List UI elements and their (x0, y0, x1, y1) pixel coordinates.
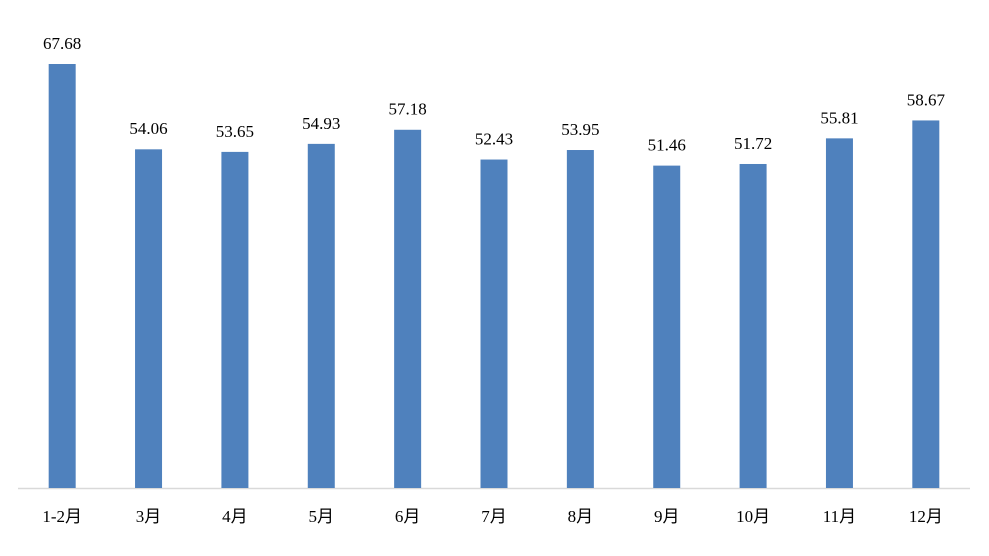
bar (653, 165, 681, 488)
value-label: 58.67 (907, 90, 946, 109)
bar (135, 149, 163, 489)
value-label: 52.43 (475, 129, 513, 148)
x-tick-label: 4月 (222, 507, 248, 526)
value-label: 53.95 (561, 120, 599, 139)
x-tick-label: 10月 (736, 507, 770, 526)
value-label: 67.68 (43, 34, 81, 53)
x-tick-label: 6月 (395, 507, 421, 526)
x-tick-label: 9月 (654, 507, 680, 526)
value-label: 55.81 (820, 108, 858, 127)
x-tick-label: 12月 (909, 507, 943, 526)
x-tick-label: 3月 (136, 507, 162, 526)
bar (48, 64, 76, 488)
value-label: 54.93 (302, 114, 340, 133)
bar (566, 150, 594, 488)
bar (480, 159, 508, 488)
bar (912, 120, 940, 489)
bar (394, 129, 422, 488)
value-label: 57.18 (389, 100, 427, 119)
bar (739, 163, 767, 488)
x-tick-label: 11月 (823, 507, 856, 526)
bar (825, 138, 853, 488)
value-label: 51.46 (648, 136, 686, 155)
bar (307, 143, 335, 488)
x-tick-label: 7月 (481, 507, 507, 526)
x-tick-label: 8月 (568, 507, 594, 526)
value-label: 54.06 (129, 119, 167, 138)
x-tick-label: 1-2月 (42, 507, 82, 526)
bar (221, 151, 249, 488)
value-label: 53.65 (216, 122, 254, 141)
x-tick-label: 5月 (309, 507, 335, 526)
value-label: 51.72 (734, 134, 772, 153)
